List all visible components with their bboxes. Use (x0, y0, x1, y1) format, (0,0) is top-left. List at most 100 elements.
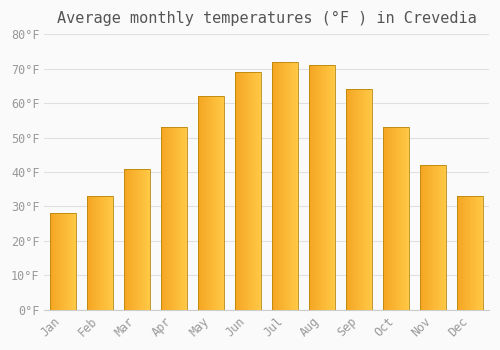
Bar (89, 196, 90, 310)
Bar (235, 72, 261, 310)
Bar (369, 89, 370, 310)
Bar (198, 96, 224, 310)
Bar (392, 127, 393, 310)
Bar (474, 196, 476, 310)
Bar (140, 169, 141, 310)
Bar (460, 196, 461, 310)
Bar (260, 72, 261, 310)
Bar (441, 165, 442, 310)
Bar (291, 62, 292, 310)
Bar (107, 196, 108, 310)
Bar (479, 196, 480, 310)
Bar (468, 196, 469, 310)
Bar (124, 169, 125, 310)
Bar (242, 72, 243, 310)
Bar (95, 196, 96, 310)
Bar (408, 127, 410, 310)
Bar (346, 89, 347, 310)
Bar (101, 196, 102, 310)
Bar (280, 62, 281, 310)
Bar (126, 169, 128, 310)
Bar (420, 165, 421, 310)
Bar (178, 127, 180, 310)
Bar (388, 127, 390, 310)
Bar (385, 127, 386, 310)
Bar (476, 196, 478, 310)
Bar (361, 89, 362, 310)
Bar (74, 213, 75, 310)
Bar (90, 196, 92, 310)
Bar (202, 96, 203, 310)
Bar (249, 72, 250, 310)
Bar (104, 196, 105, 310)
Bar (386, 127, 387, 310)
Bar (173, 127, 174, 310)
Bar (322, 65, 323, 310)
Bar (174, 127, 175, 310)
Bar (360, 89, 361, 310)
Bar (100, 196, 101, 310)
Bar (472, 196, 473, 310)
Bar (459, 196, 460, 310)
Bar (182, 127, 184, 310)
Bar (470, 196, 471, 310)
Bar (384, 127, 385, 310)
Bar (136, 169, 137, 310)
Bar (464, 196, 465, 310)
Bar (235, 72, 236, 310)
Bar (462, 196, 464, 310)
Bar (285, 62, 286, 310)
Bar (172, 127, 173, 310)
Bar (461, 196, 462, 310)
Bar (198, 96, 199, 310)
Bar (213, 96, 214, 310)
Bar (318, 65, 319, 310)
Bar (180, 127, 181, 310)
Bar (214, 96, 216, 310)
Bar (320, 65, 322, 310)
Bar (146, 169, 148, 310)
Bar (458, 196, 483, 310)
Bar (208, 96, 210, 310)
Bar (394, 127, 396, 310)
Bar (310, 65, 335, 310)
Bar (138, 169, 139, 310)
Bar (176, 127, 178, 310)
Bar (168, 127, 169, 310)
Bar (93, 196, 94, 310)
Bar (199, 96, 200, 310)
Bar (211, 96, 212, 310)
Bar (317, 65, 318, 310)
Bar (163, 127, 164, 310)
Bar (252, 72, 254, 310)
Bar (294, 62, 296, 310)
Bar (210, 96, 211, 310)
Bar (437, 165, 438, 310)
Bar (216, 96, 217, 310)
Bar (272, 62, 273, 310)
Bar (370, 89, 372, 310)
Bar (328, 65, 329, 310)
Bar (218, 96, 219, 310)
Bar (290, 62, 291, 310)
Bar (293, 62, 294, 310)
Bar (181, 127, 182, 310)
Bar (167, 127, 168, 310)
Bar (142, 169, 143, 310)
Bar (237, 72, 238, 310)
Bar (443, 165, 444, 310)
Bar (311, 65, 312, 310)
Bar (125, 169, 126, 310)
Bar (72, 213, 74, 310)
Bar (112, 196, 113, 310)
Bar (272, 62, 298, 310)
Bar (201, 96, 202, 310)
Bar (255, 72, 256, 310)
Bar (87, 196, 113, 310)
Bar (96, 196, 98, 310)
Bar (137, 169, 138, 310)
Bar (63, 213, 64, 310)
Bar (428, 165, 429, 310)
Bar (480, 196, 482, 310)
Bar (471, 196, 472, 310)
